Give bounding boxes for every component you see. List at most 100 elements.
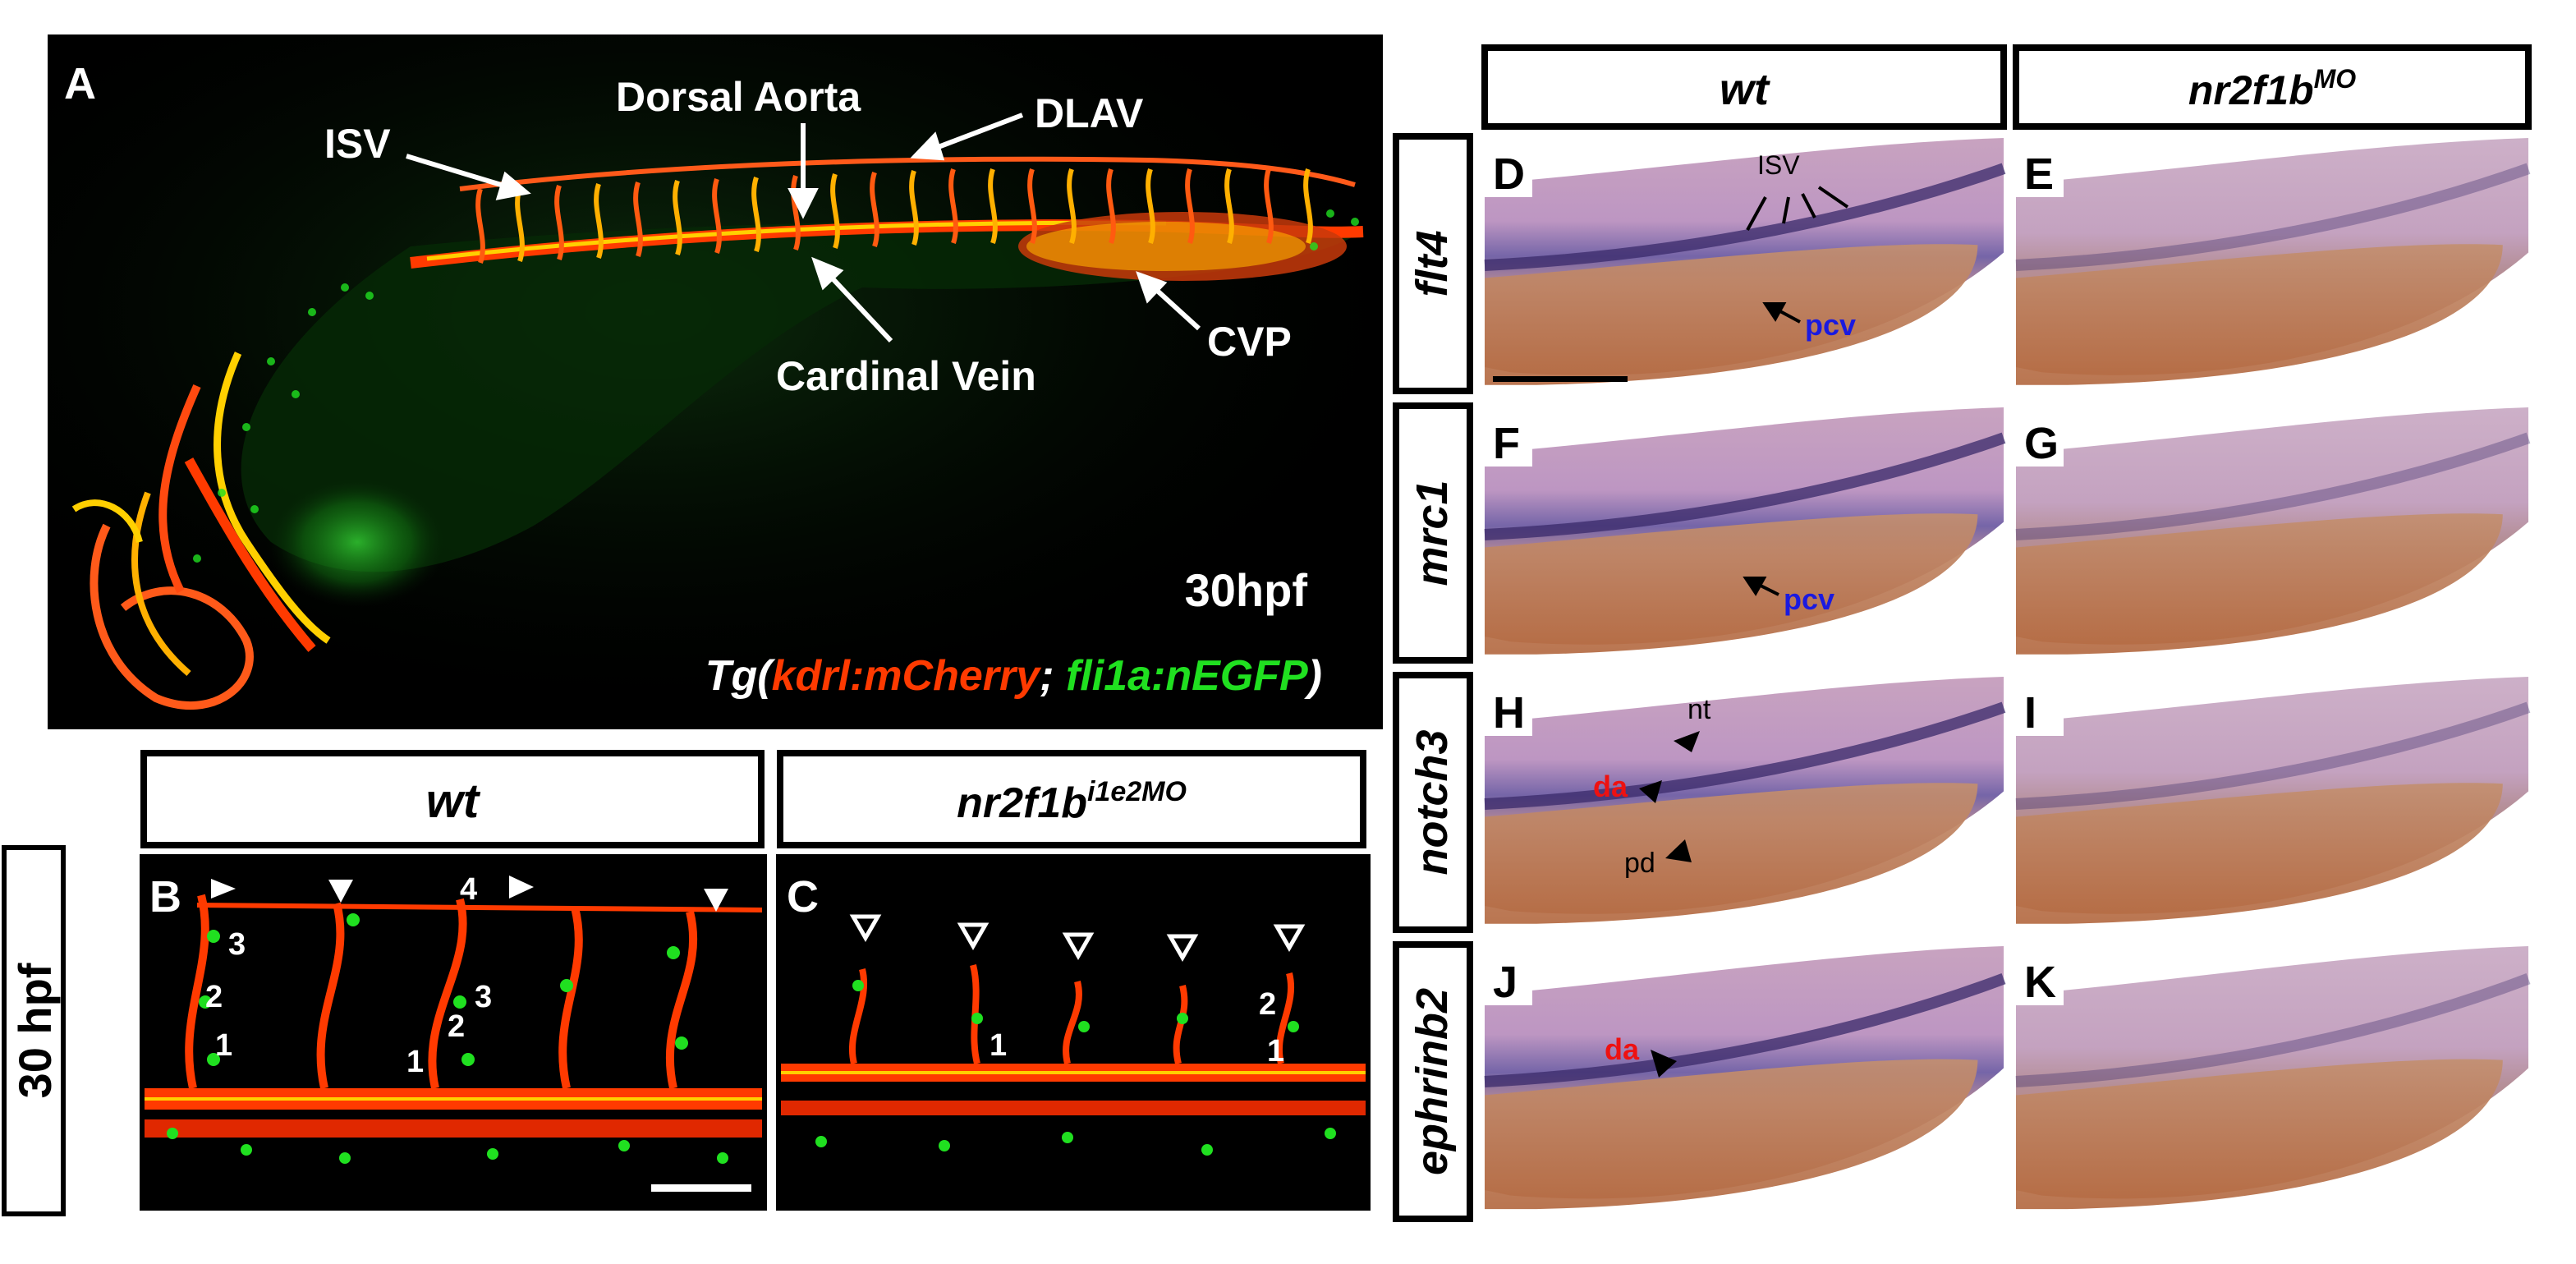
isv-vessel xyxy=(948,168,958,244)
isv-vessel xyxy=(751,177,761,252)
b-arrowhead-3 xyxy=(509,876,534,899)
panel-c-cardinal-vein xyxy=(781,1101,1366,1115)
ish-panel: H xyxy=(1484,677,2006,931)
ish-letter-bg xyxy=(1485,677,1532,736)
panel-b-isv xyxy=(185,894,209,1090)
ish-staining-band xyxy=(2015,163,2531,271)
ish-panel: J xyxy=(1484,946,2006,1217)
ish-letter-bg xyxy=(1485,946,1532,1005)
ish-panel: I xyxy=(2015,677,2531,931)
ish-letter-bg xyxy=(2016,138,2064,197)
b-num-1: 3 xyxy=(228,927,246,962)
isv-vessel xyxy=(712,178,722,254)
arrowhead-dlav xyxy=(910,131,945,161)
isv-vessel xyxy=(830,173,840,249)
ish-panel-letter: G xyxy=(2024,419,2059,468)
c-num-1: 1 xyxy=(990,1028,1007,1063)
label-da-j: da xyxy=(1605,1032,1640,1066)
isv-line-4 xyxy=(1817,186,1849,209)
row-label-box-flt4 xyxy=(1393,133,1473,394)
row-label-box-mrc1 xyxy=(1393,402,1473,664)
panel-b-scale-bar xyxy=(651,1184,751,1192)
ish-panel-letter: D xyxy=(1493,149,1525,199)
ish-panel: E xyxy=(2015,138,2531,393)
ish-panel-letter: H xyxy=(1493,688,1525,738)
isv-pointer-lines xyxy=(1746,186,1849,231)
isv-vessel xyxy=(633,182,643,257)
transgene-sep: ; xyxy=(1040,652,1066,700)
arrow-cardinal-vein xyxy=(827,273,893,343)
embryo-yolk xyxy=(1485,513,1978,655)
isv-vessel xyxy=(1146,168,1155,244)
b-num-2: 2 xyxy=(205,980,223,1014)
panel-c-open-arrowheads xyxy=(849,914,1306,963)
ish-letter-bg xyxy=(2016,407,2064,467)
head-vessel-4 xyxy=(214,352,331,644)
b-header-box xyxy=(140,750,765,848)
isv-vessel xyxy=(1067,168,1077,244)
label-pcv-f: pcv xyxy=(1784,582,1834,616)
ish-panel-letter: J xyxy=(1493,958,1518,1007)
isv-vessel xyxy=(1106,168,1116,244)
c-header: nr2f1bi1e2MO xyxy=(957,776,1187,827)
ish-letter-bg xyxy=(1485,407,1532,467)
isv-vessel xyxy=(909,170,919,246)
embryo-yolk xyxy=(2016,513,2503,655)
label-pd: pd xyxy=(1624,848,1655,879)
b-arrowhead-4 xyxy=(704,889,728,912)
isv-vessel xyxy=(673,180,682,255)
panel-c-isv xyxy=(1063,981,1082,1064)
arrowhead-dorsal-aorta xyxy=(787,188,819,219)
ish-panel-letter: K xyxy=(2024,958,2056,1007)
panel-c-isv xyxy=(1275,972,1295,1064)
row-label-flt4: flt4 xyxy=(1407,231,1457,297)
panel-b-dlav xyxy=(196,903,763,912)
col-header-mo-box xyxy=(2013,44,2532,130)
pcv-arrow-d-shaft xyxy=(1778,309,1801,324)
pcv-arrow-f-shaft xyxy=(1758,583,1779,596)
b-header: wt xyxy=(426,774,481,828)
ish-staining-band xyxy=(2015,973,2531,1087)
ish-panel-letter: E xyxy=(2024,149,2054,199)
isv-vessel xyxy=(1303,168,1313,244)
label-nt: nt xyxy=(1687,694,1711,725)
transgene-prefix: Tg( xyxy=(705,652,777,700)
isv-vessel xyxy=(1224,168,1234,244)
row-label-box-notch3 xyxy=(1393,672,1473,933)
panel-c-letter: C xyxy=(787,872,819,922)
ish-panel: K xyxy=(2015,946,2531,1217)
ish-staining-band xyxy=(2015,432,2531,540)
head-vessel-6 xyxy=(71,499,143,544)
panel-b-isv xyxy=(665,910,698,1090)
panel-b-nuclei xyxy=(167,913,728,1164)
arrowhead-cardinal-vein xyxy=(811,256,844,291)
isv-line-1 xyxy=(1746,196,1767,231)
c-arrowhead-1 xyxy=(849,914,882,943)
b-num-5: 3 xyxy=(475,980,492,1014)
embryo-yolk xyxy=(2016,1059,2503,1210)
panel-b-isv-vessels xyxy=(185,894,698,1090)
bc-side-label: 30 hpf xyxy=(9,963,61,1098)
head-vessel-3 xyxy=(158,384,201,594)
ish-staining-band xyxy=(1484,163,2006,271)
da-h-arrowhead xyxy=(1639,780,1662,803)
isv-vessel xyxy=(1185,168,1195,244)
ish-staining-band xyxy=(1484,432,2006,540)
transgene-suffix: ) xyxy=(1304,652,1322,700)
panel-c-isv xyxy=(1173,985,1188,1064)
transgene-green: fli1a:nEGFP xyxy=(1066,652,1308,700)
c-arrowhead-2 xyxy=(957,922,990,951)
embryo-yolk xyxy=(2016,244,2503,385)
ish-staining-band xyxy=(1484,973,2006,1087)
arrow-dlav xyxy=(934,113,1024,150)
row-label-notch3: notch3 xyxy=(1407,729,1457,875)
arrow-isv xyxy=(406,154,510,190)
panel-a: A ISV Dorsal Aorta DLAV Cardinal Vein CV… xyxy=(48,34,1383,729)
panel-a-arrows xyxy=(406,113,1201,343)
panel-c-nuclei xyxy=(815,980,1336,1156)
ish-panel: G xyxy=(2015,407,2531,662)
c-num-3: 1 xyxy=(1267,1034,1284,1069)
nt-arrowhead xyxy=(1674,731,1700,752)
